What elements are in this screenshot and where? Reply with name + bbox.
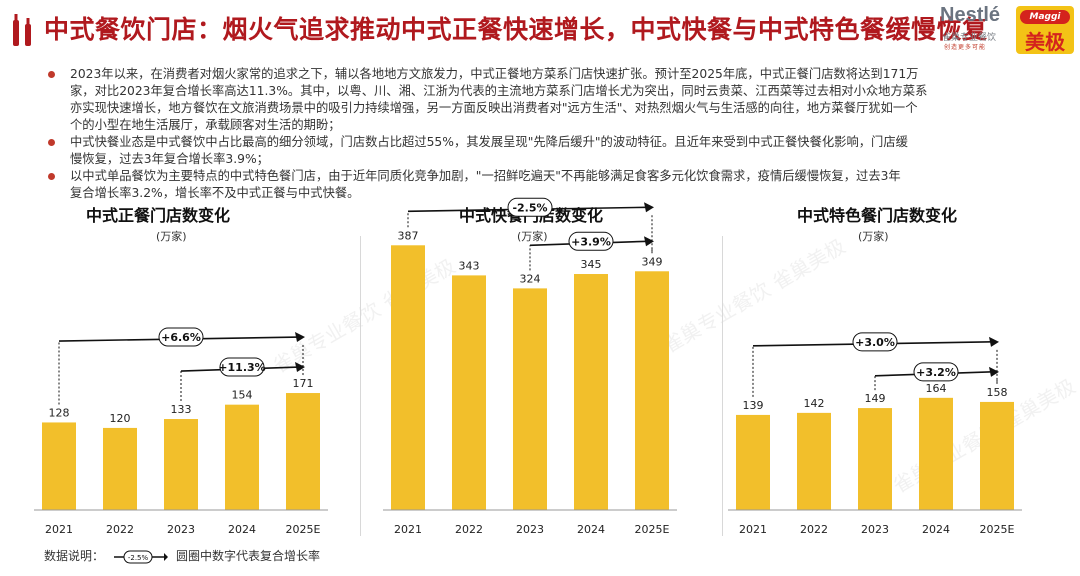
cagr-bubble	[507, 197, 553, 217]
chart-2-unit: (万家)	[517, 230, 548, 243]
bar-value-label: 343	[459, 259, 480, 272]
bar	[452, 275, 486, 510]
cagr-arrowhead	[989, 336, 999, 347]
x-tick-label: 2025E	[980, 523, 1015, 536]
x-tick-label: 2024	[577, 523, 605, 536]
cagr-label: -2.5%	[512, 201, 547, 214]
x-tick-label: 2024	[228, 523, 256, 536]
bar	[919, 397, 953, 510]
cagr-bubble	[219, 357, 265, 377]
cagr-arrowhead	[295, 332, 305, 343]
bar	[164, 419, 198, 510]
bullet-1-line: 2023年以来，在消费者对烟火家常的追求之下，辅以各地地方文旅发力，中式正餐地方…	[70, 67, 919, 81]
cagr-label: +3.0%	[855, 336, 895, 349]
bar-value-label: 387	[398, 229, 419, 242]
bar	[736, 414, 770, 510]
bar	[797, 412, 831, 510]
x-tick-label: 2023	[516, 523, 544, 536]
x-tick-label: 2025E	[286, 523, 321, 536]
panel-divider	[360, 236, 361, 536]
bullet-2: 中式快餐业态是中式餐饮中占比最高的细分领域，门店数占比超过55%，其发展呈现"先…	[48, 134, 1058, 168]
x-tick-label: 2021	[394, 523, 422, 536]
bullet-1-line: 家，对比2023年复合增长率高达11.3%。其中，以粤、川、湘、江浙为代表的主流…	[70, 84, 928, 98]
bar-value-label: 345	[581, 258, 602, 271]
x-tick-label: 2025E	[635, 523, 670, 536]
x-tick-label: 2023	[861, 523, 889, 536]
bullet-3-line: 复合增长率3.2%，增长率不及中式正餐与中式快餐。	[70, 186, 360, 200]
bar-value-label: 128	[49, 406, 70, 419]
chart-1-title: 中式正餐门店数变化	[86, 206, 231, 225]
bullet-2-line: 慢恢复，过去3年复合增长率3.9%；	[70, 152, 269, 166]
bar	[574, 274, 608, 510]
bar-value-label: 142	[804, 397, 825, 410]
bar-value-label: 139	[743, 399, 764, 412]
maggi-logo: Maggi 美极	[1016, 6, 1074, 54]
title-bar: 中式餐饮门店：烟火气追求推动中式正餐快速增长，中式快餐与中式特色餐缓慢恢复 Ne…	[0, 0, 1080, 62]
bullet-1-line: 个的小型在地生活展厅，承载顾客对生活的期盼；	[70, 118, 341, 132]
bar-value-label: 349	[642, 255, 663, 268]
wine-bottle-icon	[13, 14, 31, 46]
bar-value-label: 171	[293, 377, 314, 390]
bar	[391, 245, 425, 511]
maggi-logo-brand: Maggi	[1020, 10, 1070, 24]
cagr-arrowhead	[989, 366, 999, 377]
legend-text: 圆圈中数字代表复合增长率	[176, 549, 321, 563]
legend-cagr-label: -2.5%	[128, 554, 149, 562]
bullet-2-line: 中式快餐业态是中式餐饮中占比最高的细分领域，门店数占比超过55%，其发展呈现"先…	[70, 135, 908, 149]
bullet-1: 2023年以来，在消费者对烟火家常的追求之下，辅以各地地方文旅发力，中式正餐地方…	[48, 66, 1058, 134]
cagr-bubble	[852, 332, 898, 352]
cagr-label: +3.2%	[916, 366, 956, 379]
x-tick-label: 2021	[45, 523, 73, 536]
bar-value-label: 158	[987, 386, 1008, 399]
bar-value-label: 324	[520, 272, 541, 285]
legend-cagr-sample: -2.5%	[114, 550, 168, 564]
cagr-label: +11.3%	[218, 361, 265, 374]
bullet-1-line: 亦实现快速增长，地方餐饮在文旅消费场景中的吸引力持续增强，另一方面反映出消费者对…	[70, 101, 918, 115]
x-tick-label: 2022	[800, 523, 828, 536]
x-tick-label: 2021	[739, 523, 767, 536]
summary-bullets: 2023年以来，在消费者对烟火家常的追求之下，辅以各地地方文旅发力，中式正餐地方…	[48, 66, 1058, 202]
x-tick-label: 2023	[167, 523, 195, 536]
chart-1-unit: (万家)	[156, 230, 187, 243]
nestle-logo-name: Nestlé	[940, 4, 1001, 26]
nestle-logo-sub: 雀巢专业餐饮	[942, 33, 997, 43]
cagr-bubble	[568, 231, 614, 251]
x-tick-label: 2024	[922, 523, 950, 536]
bar	[225, 404, 259, 510]
nestle-logo: Nestlé 雀巢专业餐饮 创造更多可能	[922, 4, 1014, 54]
bar-value-label: 133	[171, 403, 192, 416]
cagr-arrowhead	[644, 236, 654, 247]
bar	[103, 427, 137, 510]
cagr-arrowhead	[644, 202, 654, 213]
bar-value-label: 120	[110, 412, 131, 425]
chart-3-title: 中式特色餐门店数变化	[797, 206, 958, 225]
bar	[286, 393, 320, 510]
data-note-label: 数据说明：	[44, 549, 105, 563]
bar-value-label: 164	[926, 382, 947, 395]
page-title: 中式餐饮门店：烟火气追求推动中式正餐快速增长，中式快餐与中式特色餐缓慢恢复	[44, 15, 988, 44]
bar	[635, 271, 669, 510]
nestle-logo-tag: 创造更多可能	[944, 44, 987, 51]
x-tick-label: 2022	[106, 523, 134, 536]
bar	[858, 408, 892, 510]
bar	[513, 288, 547, 510]
bar-value-label: 154	[232, 389, 253, 402]
cagr-label: +6.6%	[161, 331, 201, 344]
cagr-arrowhead	[295, 362, 305, 373]
cagr-label: +3.9%	[571, 235, 611, 248]
bullet-3: 以中式单品餐饮为主要特点的中式特色餐门店，由于近年同质化竞争加剧，"一招鲜吃遍天…	[48, 168, 1058, 202]
chart-3-unit: (万家)	[858, 230, 889, 243]
x-tick-label: 2022	[455, 523, 483, 536]
bar-value-label: 149	[865, 392, 886, 405]
bar	[980, 401, 1014, 510]
cagr-bubble	[158, 327, 204, 347]
maggi-logo-cn: 美极	[1025, 30, 1065, 54]
bar	[42, 422, 76, 510]
cagr-bubble	[913, 362, 959, 382]
bullet-3-line: 以中式单品餐饮为主要特点的中式特色餐门店，由于近年同质化竞争加剧，"一招鲜吃遍天…	[70, 169, 901, 183]
panel-divider	[722, 236, 723, 536]
